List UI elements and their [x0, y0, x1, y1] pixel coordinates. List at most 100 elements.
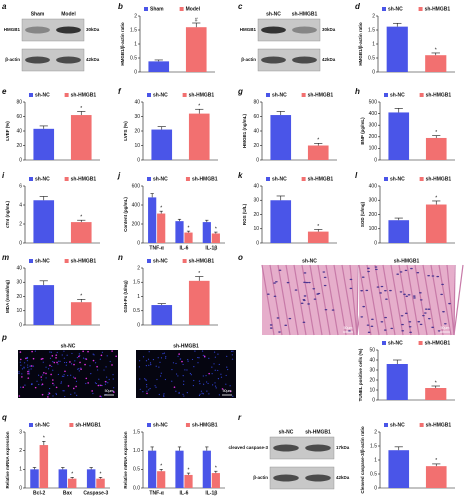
nucleus — [189, 372, 191, 375]
tunel-dot — [67, 385, 70, 387]
nucleus — [112, 374, 114, 376]
x-tick-label: Caspase-3 — [83, 490, 108, 496]
legend-label: sh-HMGB1 — [192, 176, 218, 182]
nucleus — [211, 373, 213, 375]
nucleus — [203, 383, 205, 385]
legend-label: sh-HMGB1 — [426, 422, 452, 428]
nucleus — [413, 297, 416, 299]
nucleus — [307, 303, 311, 305]
nucleus — [417, 321, 421, 323]
nucleus — [362, 305, 366, 308]
image-label: sh-HMGB1 — [173, 343, 199, 349]
micrograph — [262, 265, 357, 335]
legend-swatch — [185, 423, 190, 427]
panel-letter: p — [1, 333, 7, 342]
nucleus — [163, 393, 165, 395]
nucleus — [148, 351, 150, 353]
nucleus — [28, 369, 30, 371]
nucleus — [172, 362, 175, 364]
nucleus — [208, 357, 210, 359]
y-axis-label: GSH-Px (U/mg) — [123, 280, 128, 313]
y-tick-label: 10 — [134, 143, 140, 149]
significance-mark: * — [80, 294, 82, 300]
nucleus — [323, 284, 327, 287]
nucleus — [400, 315, 404, 317]
nucleus — [384, 316, 388, 319]
y-tick-label: 200 — [132, 221, 141, 227]
nucleus — [165, 356, 167, 358]
nucleus — [49, 357, 52, 359]
legend-label: sh-HMGB1 — [192, 422, 218, 428]
nucleus — [163, 352, 166, 354]
legend-swatch — [419, 93, 424, 97]
nucleus — [193, 366, 195, 368]
bar — [67, 478, 77, 488]
nucleus — [74, 392, 76, 394]
y-tick-label: 0.5 — [130, 55, 137, 61]
bar — [185, 27, 207, 72]
nucleus — [78, 353, 80, 355]
fiber — [325, 264, 339, 336]
y-tick-label: 10 — [369, 387, 375, 393]
y-tick-label: 1 — [374, 457, 377, 463]
bar — [386, 26, 408, 72]
tunel-dot — [96, 365, 98, 368]
nucleus — [274, 281, 278, 283]
fiber — [453, 264, 456, 336]
nucleus — [183, 383, 185, 385]
nucleus — [112, 378, 114, 380]
nucleus — [376, 286, 380, 288]
fiber — [293, 264, 307, 336]
nucleus — [284, 324, 288, 327]
y-tick-label: 40 — [16, 265, 22, 271]
fiber — [349, 264, 358, 336]
legend-swatch — [64, 177, 69, 181]
bar — [96, 478, 105, 488]
y-tick-label: 2 — [374, 429, 377, 435]
blot-band — [56, 56, 81, 64]
nucleus — [52, 369, 54, 371]
nucleus — [226, 366, 228, 368]
legend-label: Sham — [150, 6, 164, 12]
nucleus — [197, 362, 199, 364]
nucleus — [63, 374, 65, 376]
y-tick-label: 100 — [369, 226, 378, 232]
legend-swatch — [29, 177, 33, 181]
tunel-dot — [40, 376, 43, 378]
bar — [148, 450, 157, 488]
nucleus — [42, 374, 44, 376]
nucleus — [431, 326, 435, 329]
tunel-dot — [69, 361, 71, 363]
fiber — [277, 264, 291, 336]
legend-swatch — [64, 93, 69, 97]
nucleus — [278, 269, 282, 272]
y-tick-label: 1.0 — [133, 448, 140, 454]
nucleus — [152, 358, 155, 361]
tunel-dot — [52, 382, 54, 385]
nucleus — [72, 376, 75, 378]
nucleus — [331, 309, 335, 311]
significance-mark: * — [160, 206, 162, 212]
y-tick-label: 10 — [253, 226, 259, 232]
y-tick-label: 1.5 — [368, 27, 375, 33]
tunel-dot — [56, 361, 58, 364]
fiber — [356, 264, 359, 336]
nucleus — [202, 375, 204, 377]
lane-label: sh-HMGB1 — [292, 11, 318, 17]
nucleus — [305, 281, 309, 284]
nucleus — [62, 390, 64, 392]
tunel-dot — [85, 358, 88, 360]
nucleus — [214, 369, 216, 371]
fiber — [453, 264, 464, 336]
nucleus — [42, 361, 44, 363]
nucleus — [177, 355, 179, 357]
y-axis-label: LVEF (%) — [5, 121, 10, 141]
y-tick-label: 6 — [19, 183, 22, 189]
legend-label: sh-NC — [35, 92, 50, 98]
bar — [270, 200, 292, 243]
nucleus — [401, 323, 404, 326]
nucleus — [361, 276, 365, 278]
y-tick-label: 0 — [19, 240, 22, 246]
blot-band — [292, 26, 317, 34]
legend-label: sh-HMGB1 — [308, 176, 334, 182]
